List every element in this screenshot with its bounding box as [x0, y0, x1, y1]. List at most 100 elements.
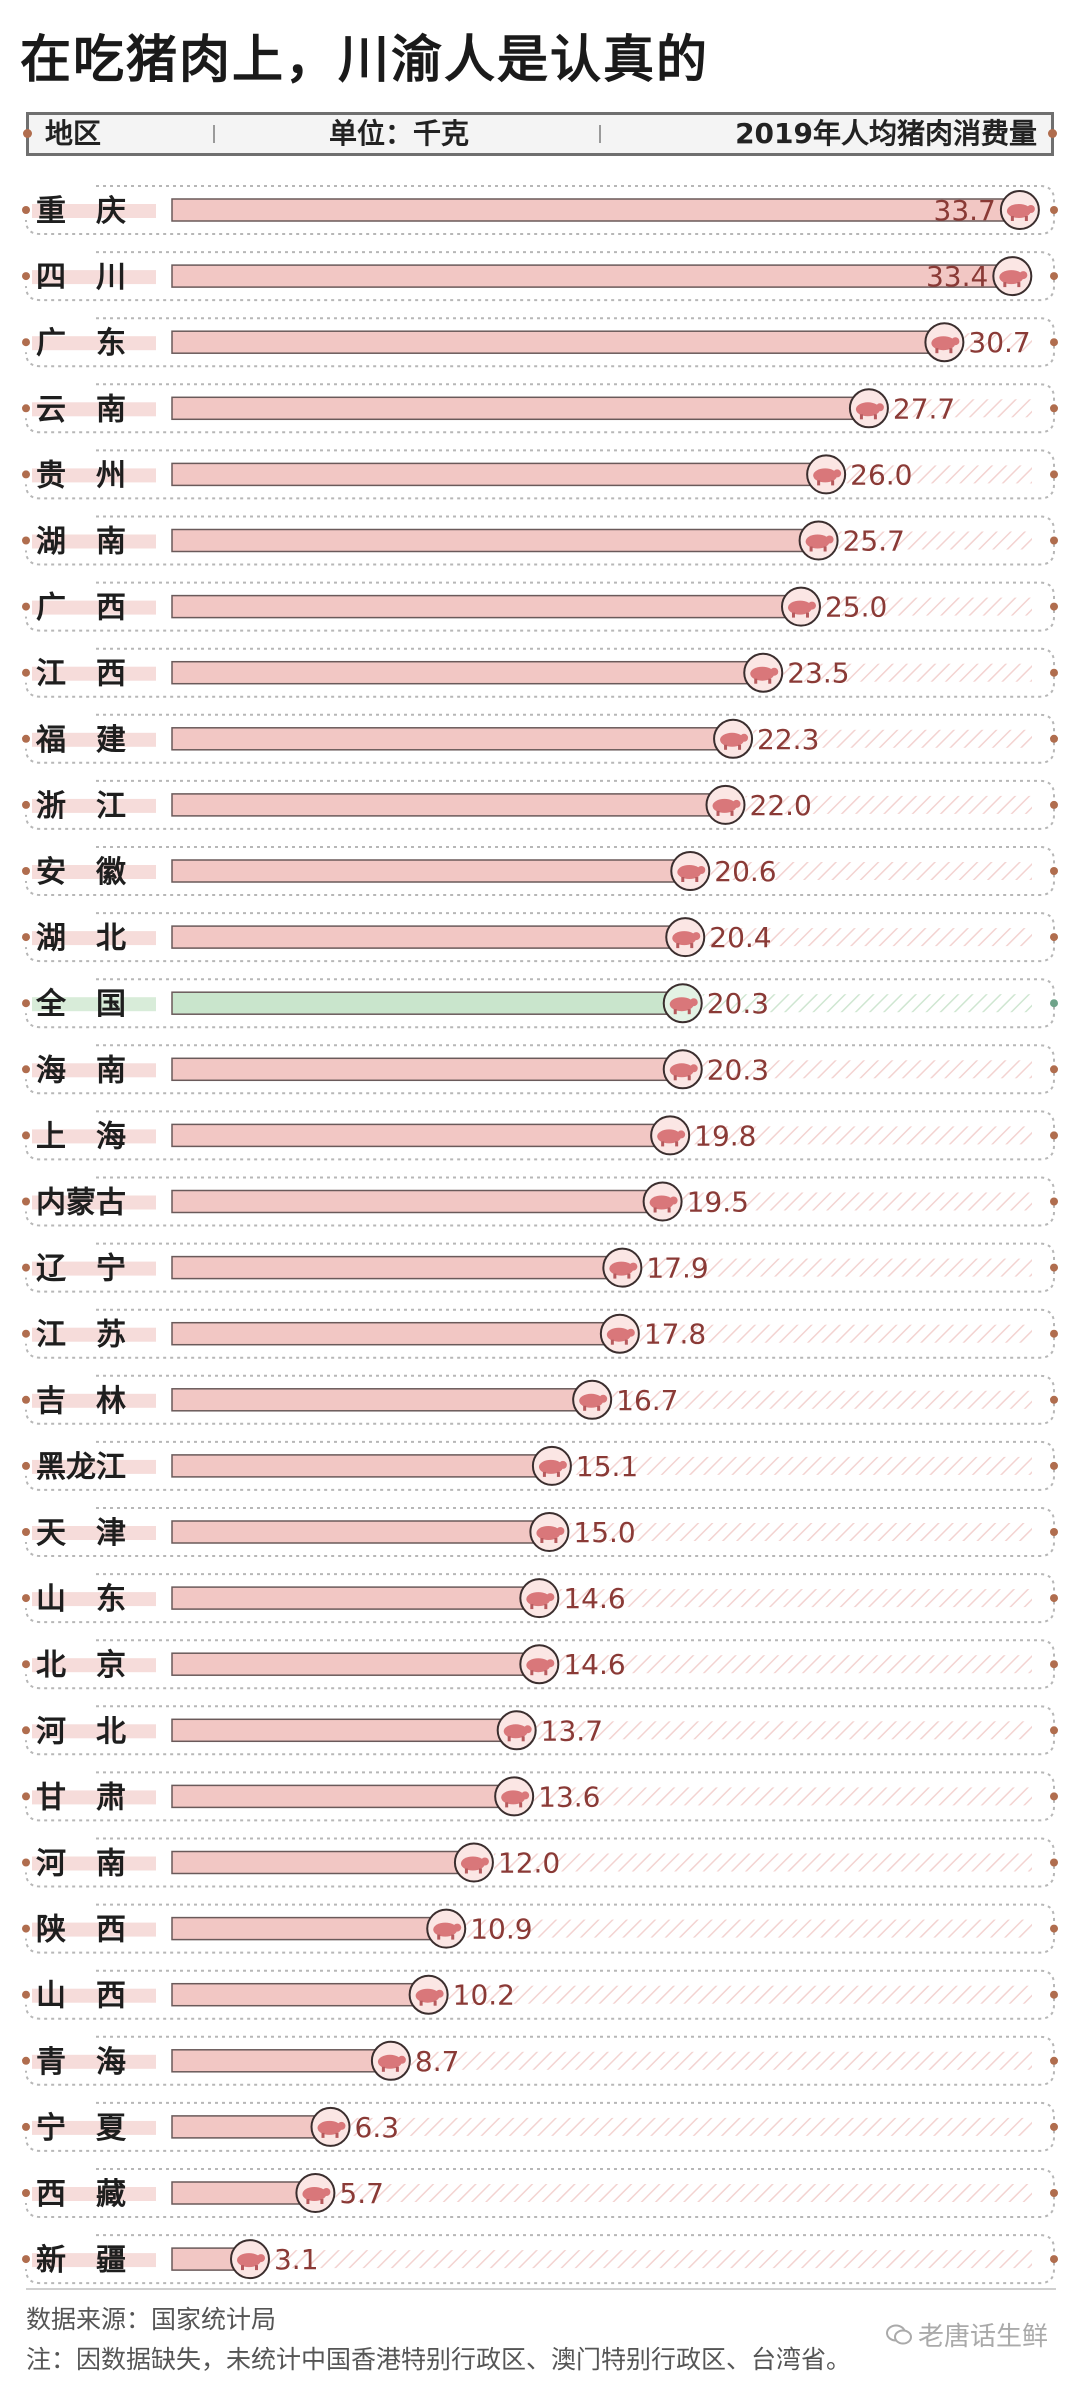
pig-body — [750, 666, 775, 681]
category-label: 山 东 — [36, 1582, 126, 1617]
pig-head — [825, 535, 834, 544]
category-label: 甘 肃 — [36, 1780, 126, 1815]
pig-head — [697, 866, 706, 874]
pig-head — [322, 2188, 331, 2196]
chart-row: 海 南 20.3 — [22, 1044, 1058, 1095]
pig-leg — [716, 810, 720, 816]
pig-icon — [602, 1247, 643, 1288]
row-dot — [22, 1065, 30, 1074]
row-frame — [25, 846, 1055, 896]
bar — [171, 991, 684, 1015]
bar-remainder — [350, 2117, 1032, 2136]
bar-remainder — [466, 1919, 1032, 1938]
value-label: 15.0 — [573, 1516, 635, 1549]
pig-leg — [831, 480, 835, 486]
label-strip — [32, 1988, 156, 2003]
value-label: 33.4 — [926, 260, 988, 293]
pig-head — [599, 1394, 608, 1403]
chart-row: 重 庆 33.7 — [22, 185, 1058, 235]
row-dot — [1050, 734, 1058, 743]
row-dot — [1050, 206, 1058, 214]
pig-head — [523, 1725, 532, 1734]
pig-icon — [426, 1908, 467, 1949]
bar — [171, 264, 1014, 288]
chart-row: 山 西 10.2 — [22, 1969, 1058, 2020]
bar-remainder — [569, 1523, 1032, 1541]
bar — [171, 2181, 317, 2205]
pig-leg — [859, 414, 863, 420]
label-strip — [32, 732, 156, 747]
row-frame — [25, 1110, 1055, 1161]
row-dot — [22, 1660, 30, 1669]
pig-leg — [817, 480, 821, 486]
pig-icon — [599, 1313, 640, 1354]
value-label: 26.0 — [850, 458, 912, 491]
chart-row: 青 海 8.7 — [22, 2035, 1058, 2086]
pig-icon — [370, 2040, 411, 2081]
row-dot — [22, 536, 30, 545]
value-label: 27.7 — [893, 392, 955, 425]
category-label: 广 东 — [36, 326, 126, 361]
row-dot — [22, 272, 30, 281]
watermark: 老唐话生鲜 — [881, 2314, 1052, 2355]
pig-icon — [519, 1644, 560, 1685]
bar-remainder — [269, 2250, 1032, 2269]
pig-leg — [530, 1604, 534, 1610]
row-dot — [1050, 338, 1058, 347]
pig-icon — [848, 388, 889, 429]
label-strip — [32, 1658, 156, 1673]
pig-icon — [670, 851, 711, 891]
pig-leg — [554, 1538, 558, 1543]
pig-leg — [306, 2199, 310, 2204]
pig-leg — [519, 1802, 523, 1808]
value-label: 16.7 — [616, 1384, 678, 1417]
pig-leg — [437, 1934, 441, 1940]
bar-remainder — [964, 333, 1032, 352]
category-label: 天 津 — [36, 1516, 126, 1551]
label-strip — [32, 666, 156, 681]
pig-leg — [544, 1604, 548, 1610]
pig-leg — [320, 2199, 324, 2204]
chart-row: 辽 宁 17.9 — [22, 1242, 1058, 1293]
bar — [171, 859, 692, 883]
pig-leg — [675, 1141, 679, 1147]
row-frame — [25, 1705, 1055, 1756]
pig-leg — [823, 546, 827, 552]
pig-body — [720, 732, 745, 747]
pig-leg — [597, 1405, 601, 1411]
pig-head — [556, 1527, 565, 1535]
value-label: 14.6 — [563, 1648, 625, 1681]
pig-leg — [695, 877, 699, 882]
row-frame — [25, 647, 1055, 698]
chart-row: 江 西 23.5 — [22, 647, 1058, 698]
row-dot — [22, 1792, 30, 1801]
label-strip — [32, 600, 156, 615]
pig-body — [460, 1856, 485, 1871]
label-strip — [32, 1129, 156, 1144]
pig-body — [415, 1988, 440, 2003]
category-label: 上 海 — [36, 1119, 126, 1154]
row-frame — [25, 2101, 1055, 2152]
value-label: 10.2 — [453, 1979, 515, 2012]
pig-leg — [690, 943, 694, 949]
row-dot — [1050, 1461, 1058, 1470]
pig-leg — [935, 348, 939, 354]
pig-icon — [310, 2106, 351, 2147]
pig-icon — [713, 718, 754, 759]
bar — [171, 1057, 684, 1082]
pig-leg — [627, 1273, 631, 1279]
label-strip — [32, 931, 156, 946]
row-dot — [1050, 2255, 1058, 2264]
wechat-icon — [885, 2324, 912, 2344]
row-dot — [1050, 1131, 1058, 1140]
row-dot — [22, 867, 30, 875]
bar-remainder — [410, 2051, 1032, 2070]
pig-leg — [556, 1471, 560, 1477]
chart-row: 云 南 27.7 — [22, 383, 1058, 434]
chart-row: 广 西 25.0 — [22, 581, 1058, 632]
header-region-label: 地区 — [45, 117, 102, 150]
label-strip — [32, 336, 156, 351]
row-frame — [25, 912, 1055, 963]
row-dot — [22, 1197, 30, 1206]
chart-row: 北 京 14.6 — [22, 1639, 1058, 1690]
